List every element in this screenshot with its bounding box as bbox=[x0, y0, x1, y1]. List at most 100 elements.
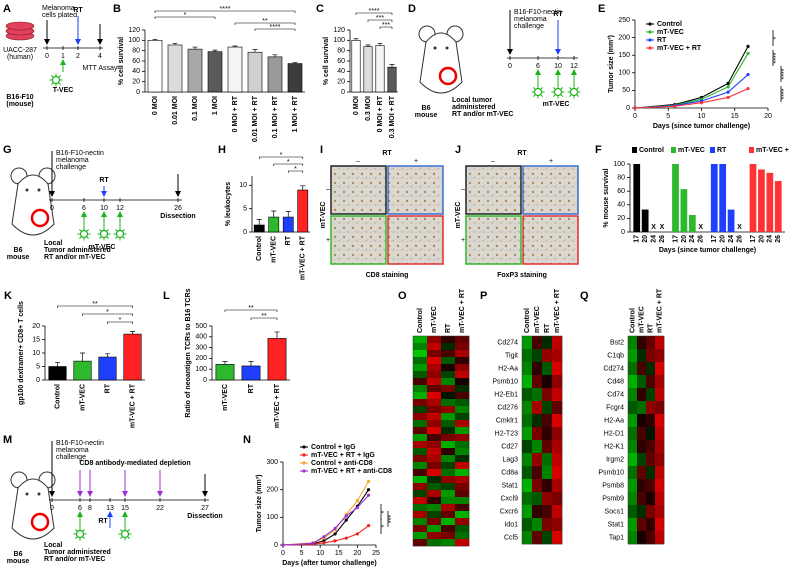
significance-label: *** bbox=[388, 515, 395, 523]
significance-label: **** bbox=[781, 88, 788, 99]
row-label: Cd276 bbox=[497, 404, 518, 411]
day-label: 10 bbox=[100, 205, 108, 212]
local-label: Local bbox=[44, 240, 62, 247]
local-label: Local bbox=[44, 542, 62, 549]
row-label: H2-Eb1 bbox=[494, 391, 518, 398]
heatmap-cell bbox=[532, 401, 543, 415]
error-bar bbox=[172, 43, 178, 45]
heatmap-cell bbox=[455, 504, 470, 512]
heatmap-cell bbox=[655, 401, 665, 415]
column-label: RT bbox=[544, 323, 551, 333]
heatmap-cell bbox=[655, 518, 665, 532]
day-label: 10 bbox=[554, 63, 562, 70]
heatmap-cell bbox=[646, 414, 656, 428]
heatmap-cell bbox=[455, 518, 470, 526]
heatmap-cell bbox=[413, 350, 428, 358]
row-label: Irgm2 bbox=[606, 456, 624, 463]
heatmap-cell bbox=[427, 392, 442, 400]
x-tick-label: RT bbox=[248, 383, 255, 393]
x-tick-label: 24 bbox=[689, 235, 696, 243]
heatmap-cell bbox=[646, 336, 656, 350]
panel-label: D bbox=[408, 3, 416, 15]
bar bbox=[287, 63, 303, 93]
regimen-label: RT and/or mT-VEC bbox=[44, 556, 105, 563]
error-bar bbox=[130, 331, 135, 335]
x-tick-label: 20 bbox=[758, 235, 765, 243]
day-label: 6 bbox=[78, 505, 82, 512]
column-label: Control bbox=[629, 308, 636, 333]
panel-label: F bbox=[595, 144, 602, 156]
bar bbox=[710, 164, 718, 232]
heatmap-cell bbox=[441, 462, 456, 470]
heatmap-cell bbox=[532, 414, 543, 428]
row-label: H2-Aa bbox=[604, 417, 624, 424]
endpoint-label: Dissection bbox=[187, 513, 222, 520]
line-series bbox=[634, 74, 749, 109]
column-level: + bbox=[549, 158, 553, 165]
heatmap-cell bbox=[441, 497, 456, 505]
column-label: mT-VEC bbox=[638, 306, 645, 333]
x-tick-label: 0.3 MOI + RT bbox=[389, 95, 396, 138]
bar bbox=[268, 216, 280, 233]
virus-icon bbox=[96, 226, 112, 242]
heatmap-cell bbox=[427, 364, 442, 372]
heatmap-cell bbox=[427, 336, 442, 344]
heatmap-cell bbox=[646, 427, 656, 441]
heatmap-cell bbox=[441, 371, 456, 379]
heatmap-cell bbox=[655, 388, 665, 402]
heatmap-cell bbox=[413, 462, 428, 470]
error-bar bbox=[274, 331, 280, 339]
heatmap-cell bbox=[441, 483, 456, 491]
heatmap-cell bbox=[455, 427, 470, 435]
heatmap-cell bbox=[646, 440, 656, 454]
heatmap-cell bbox=[542, 362, 553, 376]
heatmap-cell bbox=[455, 497, 470, 505]
heatmap-cell bbox=[532, 336, 543, 350]
error-bar bbox=[80, 352, 85, 362]
mouse bbox=[417, 24, 465, 95]
mouse-label: mouse bbox=[415, 112, 438, 119]
row-label: Cd8a bbox=[501, 469, 518, 476]
heatmap-cell bbox=[427, 427, 442, 435]
virus-icon bbox=[76, 226, 92, 242]
row-label: Psmb10 bbox=[492, 378, 518, 385]
heatmap-cell bbox=[532, 492, 543, 506]
heatmap-cell bbox=[522, 492, 533, 506]
row-label: Cxcl9 bbox=[500, 495, 518, 502]
heatmap-cell bbox=[413, 392, 428, 400]
heatmap-cell bbox=[628, 492, 638, 506]
heatmap-cell bbox=[455, 462, 470, 470]
significance-label: **** bbox=[773, 52, 780, 63]
y-tick-label: 100 bbox=[613, 161, 625, 168]
bar bbox=[123, 333, 142, 381]
heatmap-cell bbox=[628, 336, 638, 350]
significance-label: * bbox=[294, 166, 297, 173]
heatmap-cell bbox=[637, 479, 647, 493]
significance-label: ** bbox=[248, 305, 254, 312]
endpoint-label: Dissection bbox=[160, 213, 195, 220]
heatmap-cell bbox=[655, 414, 665, 428]
significance-bracket bbox=[258, 156, 304, 159]
heatmap-cell bbox=[552, 492, 563, 506]
heatmap-cell bbox=[455, 434, 470, 442]
row-label: Stat1 bbox=[608, 521, 624, 528]
y-tick-label: 100 bbox=[195, 366, 207, 373]
heatmap-cell bbox=[628, 362, 638, 376]
heatmap-cell bbox=[455, 455, 470, 463]
heatmap-cell bbox=[655, 349, 665, 363]
heatmap-cell bbox=[455, 539, 470, 547]
row-level: + bbox=[461, 237, 465, 244]
y-axis-label: Tumor size (mm³) bbox=[608, 35, 615, 93]
y-tick-label: 20 bbox=[132, 79, 140, 86]
heatmap-cell bbox=[655, 492, 665, 506]
legend-swatch bbox=[749, 147, 754, 153]
significance-label: ** bbox=[261, 313, 267, 320]
legend-label: Control + anti-CD8 bbox=[311, 460, 373, 467]
mouse-label: B6 bbox=[14, 551, 23, 558]
day-label: 0 bbox=[50, 205, 54, 212]
heatmap-cell bbox=[455, 357, 470, 365]
error-bar bbox=[105, 353, 110, 358]
heatmap-cell bbox=[532, 466, 543, 480]
error-bar bbox=[271, 210, 277, 218]
heatmap-cell bbox=[455, 511, 470, 519]
